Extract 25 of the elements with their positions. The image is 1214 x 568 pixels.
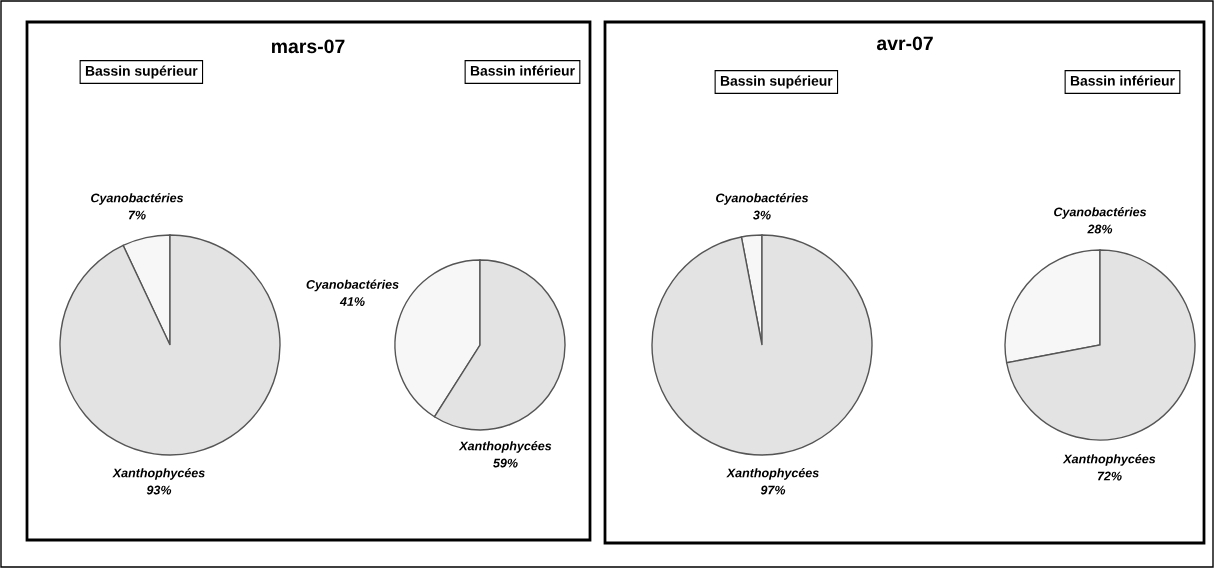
data-label: 93% [146,485,172,495]
slice-label: Xanthophycées [112,468,205,480]
data-label: 97% [760,485,786,495]
chart-subtitle: Bassin supérieur [720,75,833,89]
slice-label: Xanthophycées [1062,454,1156,466]
chart-subtitle: Bassin inférieur [1070,75,1175,86]
slice-label: Cyanobactéries [91,193,184,205]
data-label: 7% [128,210,146,220]
chart-subtitle: Bassin supérieur [85,65,198,79]
slice-label: Cyanobactéries [1054,207,1147,219]
pie-slice [59,234,281,456]
data-label: 28% [1087,224,1113,234]
data-label: 41% [339,297,365,306]
slice-label: Cyanobactéries [716,193,809,205]
data-label: 72% [1097,471,1122,481]
pie-slice [1005,249,1196,441]
chart-title: avr-07 [876,36,933,51]
pie-slice [651,234,873,456]
slice-label: Xanthophycées [458,441,552,453]
data-label: 59% [493,458,518,468]
slice-label: Cyanobactéries [306,279,399,292]
chart-subtitle: Bassin inférieur [470,65,575,76]
slice-label: Xanthophycées [726,468,819,480]
chart-title: mars-07 [271,39,345,54]
data-label: 3% [753,210,771,220]
